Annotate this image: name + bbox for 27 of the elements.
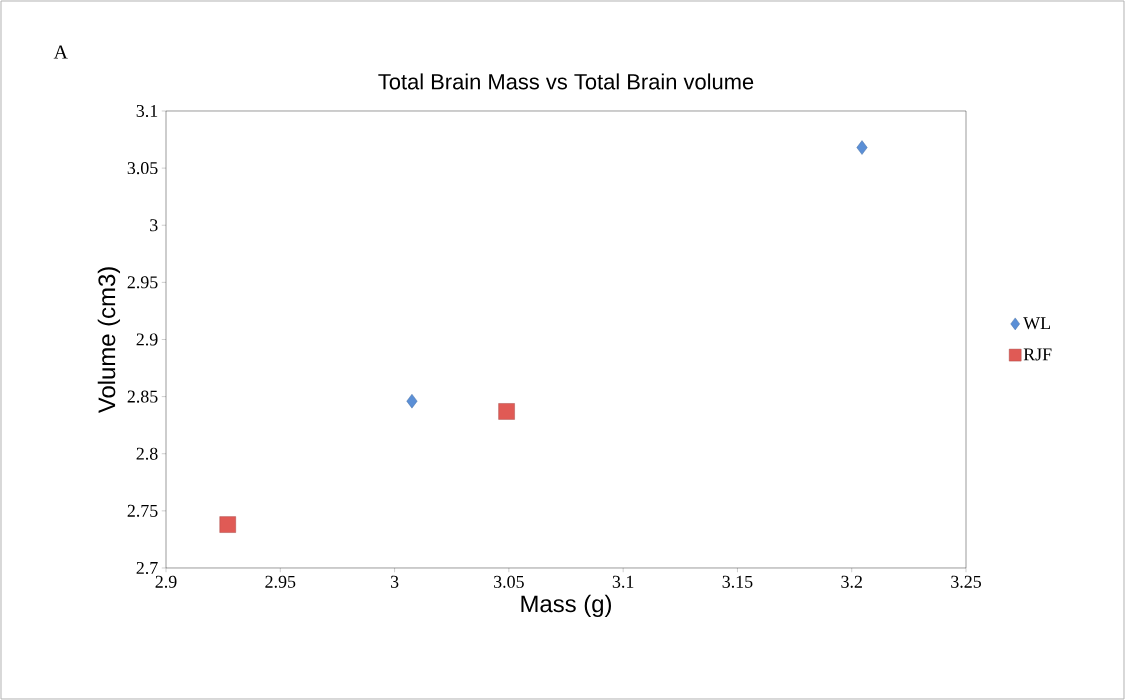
y-tick-label: 2.75 [127,504,158,517]
y-tick-label: 2.8 [136,447,158,460]
y-tick-label: 3 [150,219,158,232]
point [856,140,868,155]
x-tick-label: 3.15 [722,575,753,588]
y-tick-label: 2.95 [127,276,158,289]
legend-label: WL [1023,317,1050,330]
x-tick-label: 3.05 [494,575,524,588]
x-tick-label: 3.2 [841,575,862,588]
x-tick-label: 3.1 [612,575,634,588]
point [498,403,515,420]
x-tick-label: 2.9 [155,575,177,588]
chart-title: Total Brain Mass vs Total Brain volume [378,73,754,90]
point [406,393,418,409]
x-tick-label: 2.95 [265,575,296,588]
x-tick-label: 3.25 [951,575,981,588]
x-tick-label: 3 [390,575,399,588]
y-tick-label: 2.7 [136,561,158,575]
text: A [53,45,68,59]
legend-label: RJF [1023,348,1052,361]
y-axis-title: Volume (cm3) [97,267,121,414]
point [219,516,236,533]
y-tick-label: 2.9 [136,333,158,346]
y-tick-label: 2.85 [127,390,158,403]
x-axis-title: Mass (g) [521,594,611,618]
y-tick-label: 3.05 [127,162,158,175]
y-tick-label: 3.1 [136,104,158,118]
